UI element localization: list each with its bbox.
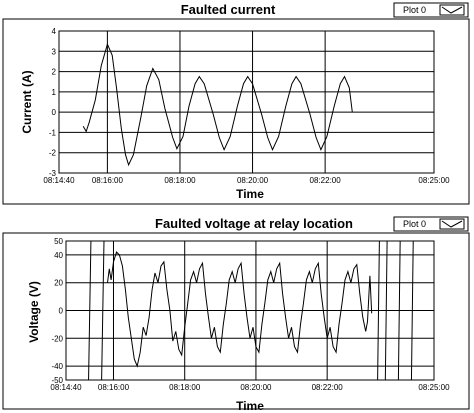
y-axis-label: Current (A)	[20, 70, 34, 133]
off-scale-trace	[88, 240, 92, 381]
y-tick-label: 2	[52, 68, 57, 77]
y-tick-label: 20	[54, 279, 63, 288]
x-tick-label: 08:16:00	[98, 383, 130, 392]
x-tick-label: 08:14:40	[50, 383, 82, 392]
off-scale-trace	[397, 240, 401, 381]
current-chart-title: Faulted current	[181, 2, 276, 17]
x-tick-label: 08:14:40	[43, 176, 75, 185]
off-scale-trace	[384, 240, 388, 381]
x-axis-label: Time	[236, 187, 264, 201]
off-scale-trace	[101, 240, 105, 381]
x-axis-label: Time	[236, 399, 264, 413]
y-tick-label: 0	[52, 108, 57, 117]
x-tick-labels: 08:14:40 08:16:00 08:18:00 08:20:00 08:2…	[43, 176, 450, 185]
off-scale-trace	[377, 240, 380, 381]
legend-swatch	[439, 218, 465, 230]
y-tick-labels: 4 3 2 1 0 -1 -2 -3	[49, 27, 57, 178]
voltage-series-line	[107, 251, 373, 368]
y-tick-label: 0	[59, 307, 64, 316]
chart-border	[2, 18, 470, 205]
x-tick-label: 08:18:00	[164, 176, 196, 185]
y-tick-label: -3	[49, 169, 57, 178]
x-tick-label: 08:16:00	[92, 176, 124, 185]
y-tick-label: -2	[49, 149, 57, 158]
chart-border	[2, 232, 470, 410]
voltage-chart-title: Faulted voltage at relay location	[155, 216, 353, 231]
plot-area	[58, 30, 435, 174]
current-chart-legend: Plot 0	[393, 2, 469, 18]
y-tick-label: -40	[51, 362, 63, 371]
plot-area	[65, 240, 435, 381]
off-scale-trace	[410, 240, 414, 381]
x-tick-label: 08:18:00	[169, 383, 201, 392]
x-tick-label: 08:22:00	[310, 176, 342, 185]
x-tick-labels: 08:14:40 08:16:00 08:18:00 08:20:00 08:2…	[50, 383, 450, 392]
y-tick-label: -1	[49, 128, 57, 137]
y-tick-label: 1	[52, 88, 57, 97]
x-tick-label: 08:25:00	[418, 383, 450, 392]
legend-swatch-line	[441, 220, 463, 228]
y-axis-label: Voltage (V)	[27, 281, 41, 343]
y-tick-label: -20	[51, 334, 63, 343]
y-tick-label: 3	[52, 47, 57, 56]
legend-label: Plot 0	[403, 5, 426, 15]
y-tick-label: 40	[54, 251, 63, 260]
y-tick-label: 50	[54, 237, 63, 246]
y-tick-labels: 50 40 20 0 -20 -40 -50	[51, 237, 63, 385]
voltage-chart-legend: Plot 0	[393, 216, 469, 232]
legend-swatch-line	[441, 6, 463, 14]
voltage-chart: Faulted voltage at relay location Plot 0…	[2, 216, 470, 413]
current-series-line	[82, 42, 353, 167]
legend-swatch	[439, 4, 465, 16]
grid	[58, 30, 435, 174]
y-tick-label: 4	[52, 27, 57, 36]
x-tick-label: 08:20:00	[240, 383, 272, 392]
legend-label: Plot 0	[403, 219, 426, 229]
y-tick-label: -50	[51, 376, 63, 385]
x-tick-label: 08:25:00	[418, 176, 450, 185]
x-tick-label: 08:22:00	[312, 383, 344, 392]
current-chart: Faulted current Plot 0 Current (A) Time …	[2, 2, 470, 205]
x-tick-label: 08:20:00	[237, 176, 269, 185]
